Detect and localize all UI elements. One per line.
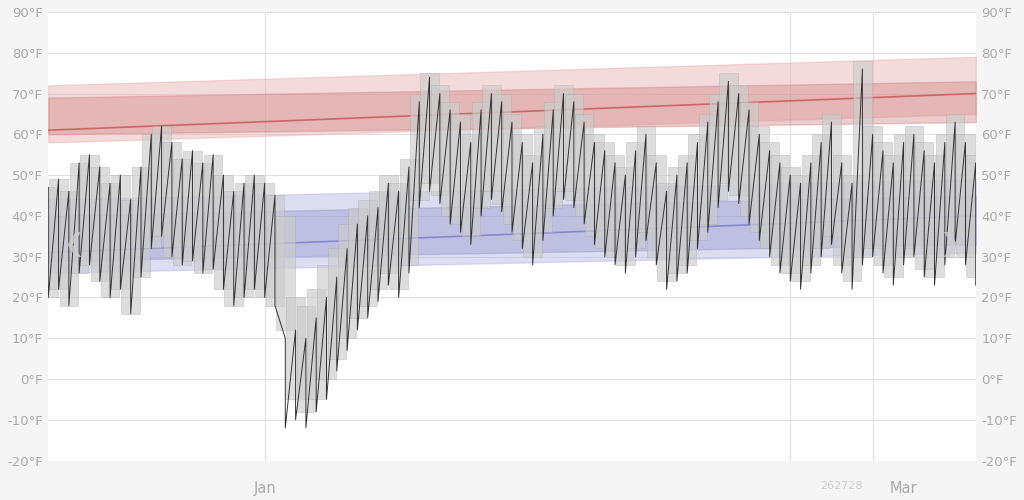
Bar (647, 154, 666, 256)
Bar (224, 192, 243, 306)
Bar (234, 183, 253, 298)
Bar (967, 154, 985, 277)
Bar (389, 183, 408, 290)
Bar (523, 154, 542, 256)
Bar (936, 134, 954, 256)
Bar (112, 175, 130, 290)
Bar (802, 154, 820, 265)
Bar (163, 142, 181, 256)
Bar (348, 208, 367, 318)
Bar (255, 183, 274, 298)
Bar (287, 298, 305, 400)
Bar (915, 142, 934, 269)
Bar (317, 265, 336, 379)
Text: ❮: ❮ (63, 232, 85, 257)
Bar (430, 86, 450, 196)
Bar (441, 102, 460, 216)
Bar (554, 86, 572, 192)
Bar (358, 200, 377, 306)
Bar (59, 192, 78, 306)
Bar (812, 134, 830, 248)
Bar (585, 134, 604, 236)
Bar (132, 167, 151, 277)
Bar (245, 175, 263, 290)
Bar (265, 196, 285, 306)
Text: Jan: Jan (253, 481, 276, 496)
Bar (214, 175, 232, 290)
Bar (853, 61, 871, 256)
Bar (781, 167, 800, 273)
Bar (369, 192, 387, 290)
Bar (564, 94, 583, 200)
Bar (616, 167, 635, 265)
Bar (627, 142, 645, 248)
Bar (513, 134, 531, 240)
Bar (183, 150, 202, 260)
Bar (503, 114, 521, 224)
Bar (739, 102, 759, 216)
Text: 262728: 262728 (820, 481, 863, 491)
Bar (668, 167, 686, 273)
Bar (894, 134, 912, 256)
Bar (843, 175, 861, 281)
Bar (637, 126, 655, 232)
Bar (100, 183, 120, 298)
Bar (482, 86, 501, 192)
Bar (698, 114, 717, 224)
Bar (761, 142, 779, 248)
Bar (729, 86, 748, 196)
Bar (863, 126, 882, 248)
Bar (399, 159, 418, 265)
Bar (452, 114, 470, 224)
Bar (49, 179, 68, 290)
Bar (946, 114, 965, 236)
Bar (173, 159, 191, 265)
Bar (688, 134, 707, 240)
Bar (328, 248, 346, 358)
Bar (792, 175, 810, 281)
Bar (462, 134, 480, 236)
Bar (956, 134, 975, 256)
Bar (307, 290, 326, 400)
Bar (678, 154, 696, 265)
Bar (80, 154, 98, 265)
Bar (606, 154, 625, 256)
Bar (297, 306, 315, 412)
Bar (122, 200, 140, 314)
Bar (884, 154, 902, 277)
Bar (544, 102, 562, 208)
Text: Mar: Mar (890, 481, 918, 496)
Bar (472, 102, 490, 208)
Bar (873, 142, 892, 265)
Bar (822, 114, 841, 236)
Bar (70, 163, 88, 273)
Bar (574, 114, 594, 216)
Bar (204, 154, 222, 269)
Bar (750, 126, 769, 232)
Bar (709, 94, 727, 200)
Bar (90, 167, 109, 281)
Bar (534, 126, 552, 232)
Bar (904, 126, 924, 248)
Bar (833, 154, 851, 265)
Bar (657, 183, 676, 281)
Bar (926, 154, 944, 277)
Bar (410, 94, 428, 200)
Bar (379, 175, 397, 273)
Bar (719, 73, 737, 183)
Bar (276, 216, 295, 330)
Bar (771, 154, 790, 265)
Bar (39, 188, 57, 298)
Bar (194, 163, 212, 273)
Bar (420, 73, 439, 183)
Bar (596, 142, 614, 248)
Bar (493, 94, 511, 204)
Text: ❯: ❯ (939, 232, 961, 257)
Bar (338, 224, 356, 338)
Bar (142, 134, 161, 248)
Bar (153, 126, 171, 236)
